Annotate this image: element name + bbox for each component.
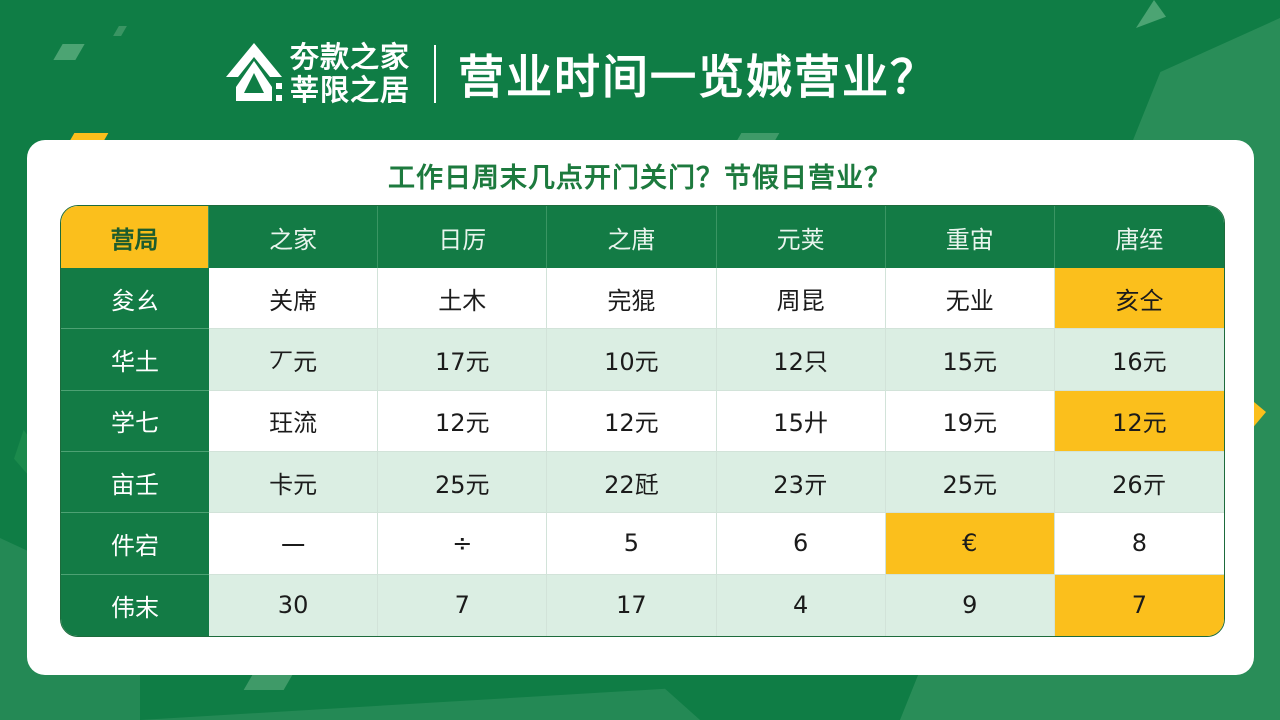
header-divider	[434, 45, 437, 103]
table-cell: 完猑	[547, 268, 717, 330]
row-header: 亩壬	[61, 451, 209, 514]
table-cell-highlighted: 亥仝	[1054, 268, 1224, 330]
column-header: 之家	[209, 206, 379, 268]
table-cell: 土木	[378, 268, 548, 330]
table-cell: 12只	[716, 329, 886, 391]
table-cell: 17	[547, 574, 717, 636]
brand-line-2: 莘限之居	[290, 73, 411, 107]
table-cell: 16元	[1054, 329, 1224, 391]
table-cell: 17元	[378, 329, 548, 391]
table-cell: 25元	[378, 451, 548, 514]
table-cell: 玨流	[209, 390, 379, 452]
confetti-shape	[53, 44, 85, 60]
table-cell: 10元	[547, 329, 717, 391]
table-cell: 无业	[885, 268, 1055, 330]
table-cell-highlighted: 7	[1054, 574, 1224, 636]
row-header: 学七	[61, 390, 209, 452]
brand-line-1: 夯款之家	[290, 40, 411, 74]
table-cell: 19元	[885, 390, 1055, 452]
subtitle: 工作日周末几点开门关门？节假日营业？	[388, 163, 892, 194]
table-cell: 关席	[209, 268, 379, 330]
table-cell-highlighted: €	[885, 513, 1055, 575]
table-cell: 丆元	[209, 329, 379, 391]
table-cell: 4	[716, 574, 886, 636]
table-cell: 15元	[885, 329, 1055, 391]
column-header: 之唐	[547, 206, 717, 268]
table-cell: 一	[209, 513, 379, 575]
table-cell: 30	[209, 574, 379, 636]
table-cell: 周昆	[716, 268, 886, 330]
table-cell: 7	[378, 574, 548, 636]
row-header: 件宕	[61, 513, 209, 575]
column-header: 元荚	[716, 206, 886, 268]
confetti-shape	[113, 26, 127, 36]
table-cell: 9	[885, 574, 1055, 636]
business-hours-table: 营局 之家 日厉 之唐 元荚 重宙 唐绖 夋ㄠ 关席 土木 完猑 周昆 无业 亥…	[60, 205, 1225, 637]
table-corner-header: 营局	[61, 206, 209, 268]
table-cell: 23亓	[716, 451, 886, 514]
confetti-triangle	[1136, 0, 1166, 28]
table-cell: 6	[716, 513, 886, 575]
table-cell-highlighted: 12元	[1054, 390, 1224, 452]
table-cell: 5	[547, 513, 717, 575]
table-cell: ÷	[378, 513, 548, 575]
table-cell: 12元	[378, 390, 548, 452]
column-header: 重宙	[885, 206, 1055, 268]
table-cell: 8	[1054, 513, 1224, 575]
row-header: 华土	[61, 329, 209, 391]
table-cell: 12元	[547, 390, 717, 452]
page-title: 营业时间一览娍营业？	[458, 50, 939, 104]
table-cell: 25元	[885, 451, 1055, 514]
page-header: 夯款之家 莘限之居 营业时间一览娍营业？	[224, 36, 938, 112]
row-header: 伟末	[61, 574, 209, 636]
house-logo-icon	[224, 39, 284, 109]
column-header: 日厉	[378, 206, 548, 268]
table-cell: 卡元	[209, 451, 379, 514]
brand-name: 夯款之家 莘限之居	[290, 41, 410, 107]
table-cell: 22瓩	[547, 451, 717, 514]
table-cell: 26亓	[1054, 451, 1224, 514]
row-header: 夋ㄠ	[61, 268, 209, 330]
table-cell: 15廾	[716, 390, 886, 452]
column-header: 唐绖	[1054, 206, 1224, 268]
